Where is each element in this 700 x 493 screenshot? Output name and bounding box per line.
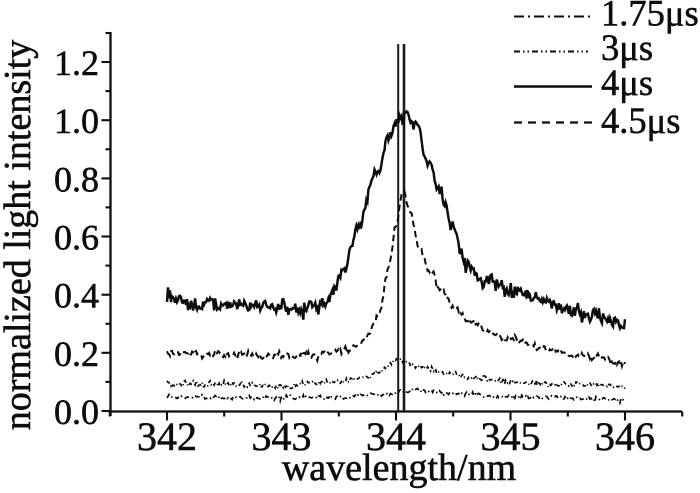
svg-text:343: 343 [252,414,312,459]
svg-text:0.2: 0.2 [54,334,99,374]
svg-text:4.5μs: 4.5μs [601,100,680,141]
svg-text:3μs: 3μs [601,27,653,68]
svg-text:342: 342 [137,414,197,459]
svg-text:1.0: 1.0 [54,101,99,141]
svg-text:0.0: 0.0 [54,392,99,432]
svg-text:0.4: 0.4 [54,276,99,316]
svg-text:4μs: 4μs [601,62,653,103]
svg-text:346: 346 [595,414,655,459]
svg-text:normalized light intensity: normalized light intensity [0,40,39,430]
svg-text:0.6: 0.6 [54,218,99,258]
svg-text:wavelength/nm: wavelength/nm [282,447,516,489]
svg-text:344: 344 [366,414,426,459]
svg-text:0.8: 0.8 [54,159,99,199]
svg-text:345: 345 [481,414,541,459]
svg-text:1.2: 1.2 [54,43,99,83]
svg-text:1.75μs: 1.75μs [601,0,699,34]
